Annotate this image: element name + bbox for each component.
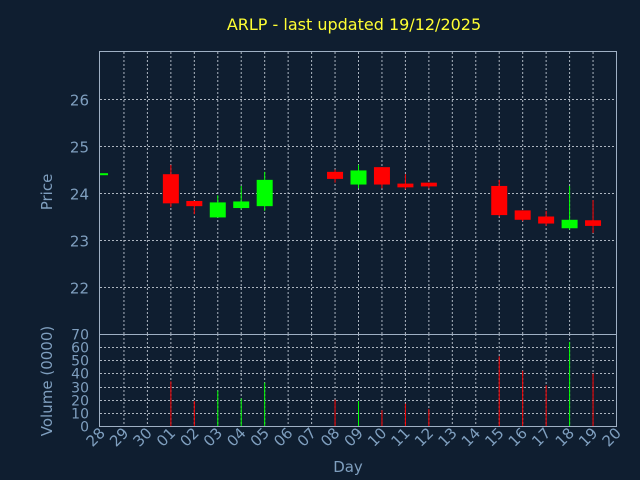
price-tick-label: 24 <box>70 186 89 204</box>
x-tick-label: 09 <box>341 424 367 450</box>
chart-title: ARLP - last updated 19/12/2025 <box>227 15 481 34</box>
candle-body <box>350 170 367 185</box>
candle <box>373 167 390 189</box>
x-tick-label: 07 <box>294 424 320 450</box>
x-tick-label: 18 <box>552 424 578 450</box>
candle-body <box>209 202 226 218</box>
candle-body <box>100 173 108 176</box>
candle-body <box>373 167 390 185</box>
price-axis-ticks: 22 23 24 25 26 <box>70 92 89 298</box>
candle-body <box>585 220 602 226</box>
candle-body <box>420 182 437 187</box>
candle-body <box>561 219 578 229</box>
x-tick-label: 13 <box>434 424 460 450</box>
volume-panel-frame <box>99 334 617 427</box>
x-tick-label: 02 <box>176 424 202 450</box>
candlestick-series <box>100 164 602 233</box>
candle <box>561 185 578 230</box>
volume-tick-label: 10 <box>71 407 89 423</box>
volume-tick-label: 20 <box>71 394 89 410</box>
x-tick-label: 04 <box>223 424 249 450</box>
volume-axis-label: Volume (0000) <box>38 326 56 436</box>
candle-body <box>397 183 414 188</box>
x-tick-label: 15 <box>481 424 507 450</box>
candle-body <box>233 201 250 209</box>
candle <box>100 173 108 176</box>
x-tick-label: 20 <box>599 424 625 450</box>
candle <box>233 185 250 210</box>
candle-body <box>186 200 203 207</box>
candle <box>186 200 203 215</box>
volume-tick-label: 50 <box>71 354 89 370</box>
candle <box>162 164 179 208</box>
volume-tick-label: 30 <box>71 381 89 397</box>
x-tick-label: 29 <box>106 424 132 450</box>
x-axis-ticks: 2829300102030405060708091011121314151617… <box>83 424 625 450</box>
price-axis-label: Price <box>38 174 56 211</box>
candle-body <box>538 216 555 224</box>
x-tick-label: 06 <box>270 424 296 450</box>
candle-body <box>327 171 344 179</box>
volume-tick-label: 60 <box>71 341 89 357</box>
x-axis-label: Day <box>333 458 363 476</box>
candle <box>350 164 367 189</box>
price-tick-label: 23 <box>70 233 89 251</box>
candle <box>256 171 273 211</box>
candle <box>209 195 226 218</box>
x-tick-label: 30 <box>130 424 156 450</box>
price-tick-label: 22 <box>70 280 89 298</box>
x-tick-label: 03 <box>200 424 226 450</box>
candle-body <box>162 174 179 204</box>
candle <box>514 210 531 222</box>
price-tick-label: 26 <box>70 92 89 110</box>
candle <box>585 200 602 233</box>
x-tick-label: 12 <box>411 424 437 450</box>
x-tick-label: 16 <box>505 424 531 450</box>
candle <box>327 169 344 183</box>
candle-body <box>256 179 273 207</box>
x-tick-label: 14 <box>458 424 484 450</box>
volume-tick-label: 70 <box>71 328 89 344</box>
volume-tick-label: 40 <box>71 367 89 383</box>
x-tick-label: 08 <box>317 424 343 450</box>
candle <box>491 179 508 217</box>
price-tick-label: 25 <box>70 139 89 157</box>
volume-series <box>170 341 594 426</box>
x-tick-label: 19 <box>575 424 601 450</box>
candle-body <box>491 185 508 216</box>
x-tick-label: 11 <box>388 424 414 450</box>
x-tick-label: 05 <box>247 424 273 450</box>
candle <box>420 182 437 189</box>
x-tick-label: 01 <box>153 424 179 450</box>
volume-tick-label: 0 <box>80 420 89 436</box>
candle-body <box>514 210 531 220</box>
x-tick-label: 17 <box>528 424 554 450</box>
candle <box>397 174 414 190</box>
x-tick-label: 10 <box>364 424 390 450</box>
candle <box>538 210 555 226</box>
